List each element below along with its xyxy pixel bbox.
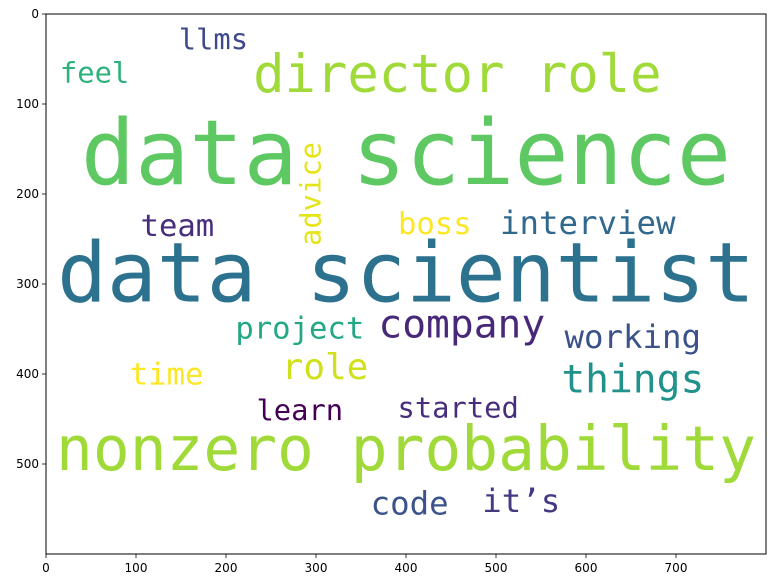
y-tick-label-300: 300: [16, 277, 39, 291]
word-company: company: [378, 302, 545, 348]
x-tick-label-500: 500: [485, 561, 508, 575]
y-tick-label-500: 500: [16, 457, 39, 471]
y-axis: 0 100 200 300 400 500: [16, 7, 46, 471]
word-project: project: [235, 312, 364, 347]
x-tick-label-600: 600: [575, 561, 598, 575]
word-learn: learn: [256, 393, 343, 427]
y-tick-label-200: 200: [16, 187, 39, 201]
word-it-s: it’s: [482, 482, 560, 520]
x-tick-label-100: 100: [125, 561, 148, 575]
y-tick-label-0: 0: [31, 7, 39, 21]
x-tick-label-0: 0: [42, 561, 50, 575]
word-working: working: [565, 318, 702, 356]
y-tick-label-100: 100: [16, 97, 39, 111]
word-director-role: director role: [253, 45, 661, 105]
words-layer: data science data scientist nonzero probab…: [56, 22, 756, 522]
word-data-science: data science: [81, 101, 731, 206]
word-feel: feel: [60, 56, 129, 90]
x-tick-label-300: 300: [305, 561, 328, 575]
word-team: team: [141, 209, 215, 244]
word-boss: boss: [398, 207, 472, 242]
word-time: time: [130, 357, 204, 392]
word-code: code: [371, 485, 449, 523]
x-tick-label-400: 400: [395, 561, 418, 575]
x-tick-label-200: 200: [215, 561, 238, 575]
y-tick-label-400: 400: [16, 367, 39, 381]
x-axis: 0 100 200 300 400 500 600 700: [42, 554, 687, 575]
x-tick-label-700: 700: [665, 561, 688, 575]
word-nonzero-probability: nonzero probability: [56, 414, 756, 485]
word-interview: interview: [500, 204, 676, 242]
word-things: things: [561, 356, 704, 402]
word-advice: advice: [294, 142, 328, 246]
word-data-scientist: data scientist: [57, 225, 755, 322]
word-started: started: [398, 390, 519, 424]
word-llms: llms: [179, 22, 248, 56]
word-role: role: [282, 347, 369, 388]
